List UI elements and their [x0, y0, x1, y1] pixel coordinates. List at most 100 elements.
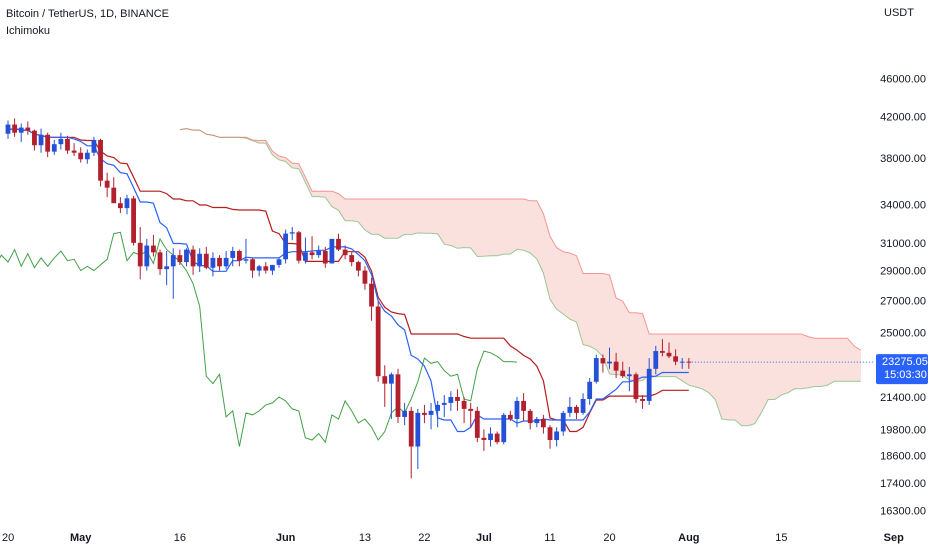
- cloud-segment: [714, 333, 723, 420]
- chart-title: Bitcoin / TetherUS, 1D, BINANCE: [6, 8, 170, 20]
- candle-body: [144, 245, 150, 267]
- candle-body: [91, 139, 97, 153]
- price-tick-label: 27000.00: [880, 295, 926, 307]
- price-tick-label: 25000.00: [880, 327, 926, 339]
- cloud-segment: [457, 198, 465, 249]
- time-tick-label: Aug: [678, 532, 699, 544]
- candlesticks: [5, 118, 692, 479]
- cloud-segment: [496, 198, 505, 257]
- candle-body: [203, 253, 209, 268]
- cloud-segment: [510, 198, 518, 255]
- leading-span-a: [179, 128, 861, 427]
- time-tick-label: 11: [544, 532, 555, 544]
- candle-body: [521, 400, 526, 411]
- candle-body: [336, 238, 341, 250]
- cloud-segment: [437, 198, 445, 246]
- candle-body: [322, 250, 328, 264]
- conversion-line: [7, 127, 689, 433]
- ichimoku-cloud: [179, 128, 861, 427]
- candle-body: [633, 374, 639, 399]
- candle-body: [534, 418, 540, 424]
- cloud-segment: [549, 235, 557, 311]
- candle-body: [98, 139, 103, 181]
- candle-body: [349, 255, 355, 263]
- candle-body: [448, 397, 454, 403]
- cloud-segment: [344, 198, 353, 221]
- candle-body: [32, 130, 37, 146]
- cloud-segment: [629, 312, 637, 382]
- candle-body: [12, 124, 18, 133]
- cloud-segment: [371, 198, 379, 235]
- candle-body: [157, 252, 163, 270]
- candle-body: [441, 402, 447, 405]
- candle-body: [38, 134, 44, 146]
- cloud-segment: [404, 198, 412, 235]
- cloud-segment: [800, 333, 809, 390]
- candle-body: [151, 245, 156, 253]
- candle-body: [422, 412, 427, 415]
- candle-body: [620, 370, 626, 377]
- last-price-tag: 23275.05 15:03:30: [688, 354, 928, 385]
- candle-body: [547, 427, 553, 440]
- candle-body: [507, 414, 513, 419]
- candle-body: [428, 410, 434, 415]
- candle-body: [124, 198, 130, 209]
- cloud-segment: [364, 198, 372, 235]
- cloud-segment: [853, 345, 861, 382]
- candle-body: [164, 266, 170, 270]
- time-tick-label: 16: [174, 532, 186, 544]
- candle-body: [514, 400, 520, 419]
- candle-body: [673, 356, 679, 362]
- candle-body: [501, 414, 507, 443]
- candle-body: [653, 351, 659, 369]
- cloud-segment: [833, 337, 842, 382]
- candle-body: [626, 374, 632, 377]
- cloud-segment: [695, 333, 703, 390]
- candle-body: [488, 433, 493, 440]
- cloud-segment: [424, 198, 432, 234]
- price-tag-value: 23275.05: [882, 356, 928, 368]
- time-tick-label: 20: [2, 532, 14, 544]
- cloud-segment: [470, 198, 478, 258]
- cloud-segment: [569, 252, 577, 323]
- candle-body: [369, 283, 374, 307]
- cloud-segment: [377, 198, 386, 239]
- cloud-segment: [483, 198, 491, 257]
- candle-body: [104, 180, 110, 188]
- indicator-label[interactable]: Ichimoku: [6, 25, 51, 37]
- candle-body: [58, 138, 64, 145]
- price-axis[interactable]: USDT 46000.00 42000.00 38000.00 34000.00 310…: [880, 7, 926, 517]
- cloud-segment: [443, 198, 452, 246]
- candle-body: [65, 138, 70, 151]
- candle-body: [71, 150, 77, 153]
- time-axis[interactable]: 20 May 16 Jun 13 22 Jul 11 20 Aug 15 Sep: [2, 532, 904, 544]
- candle-body: [640, 398, 645, 401]
- cloud-segment: [840, 337, 848, 382]
- candle-body: [494, 433, 500, 443]
- cloud-segment: [556, 247, 564, 315]
- candle-body: [223, 257, 229, 267]
- candle-body: [474, 410, 480, 438]
- cloud-segment: [609, 274, 617, 376]
- leading-span-b: [179, 128, 861, 351]
- candle-body: [316, 250, 322, 256]
- candle-body: [117, 203, 123, 209]
- cloud-segment: [734, 333, 743, 427]
- candle-body: [78, 152, 84, 160]
- candle-body: [686, 361, 692, 363]
- cloud-segment: [781, 333, 789, 396]
- candle-body: [679, 361, 685, 363]
- candle-body: [659, 351, 665, 353]
- candle-body: [362, 270, 368, 284]
- time-tick-label: Jun: [276, 532, 296, 544]
- candle-body: [455, 397, 460, 401]
- candle-body: [5, 124, 11, 134]
- price-tick-label: 18600.00: [880, 450, 926, 462]
- candle-body: [554, 431, 560, 440]
- candle-body: [263, 266, 269, 271]
- cloud-segment: [708, 333, 716, 401]
- candle-body: [283, 233, 289, 260]
- candle-body: [296, 232, 302, 261]
- candle-body: [18, 127, 24, 133]
